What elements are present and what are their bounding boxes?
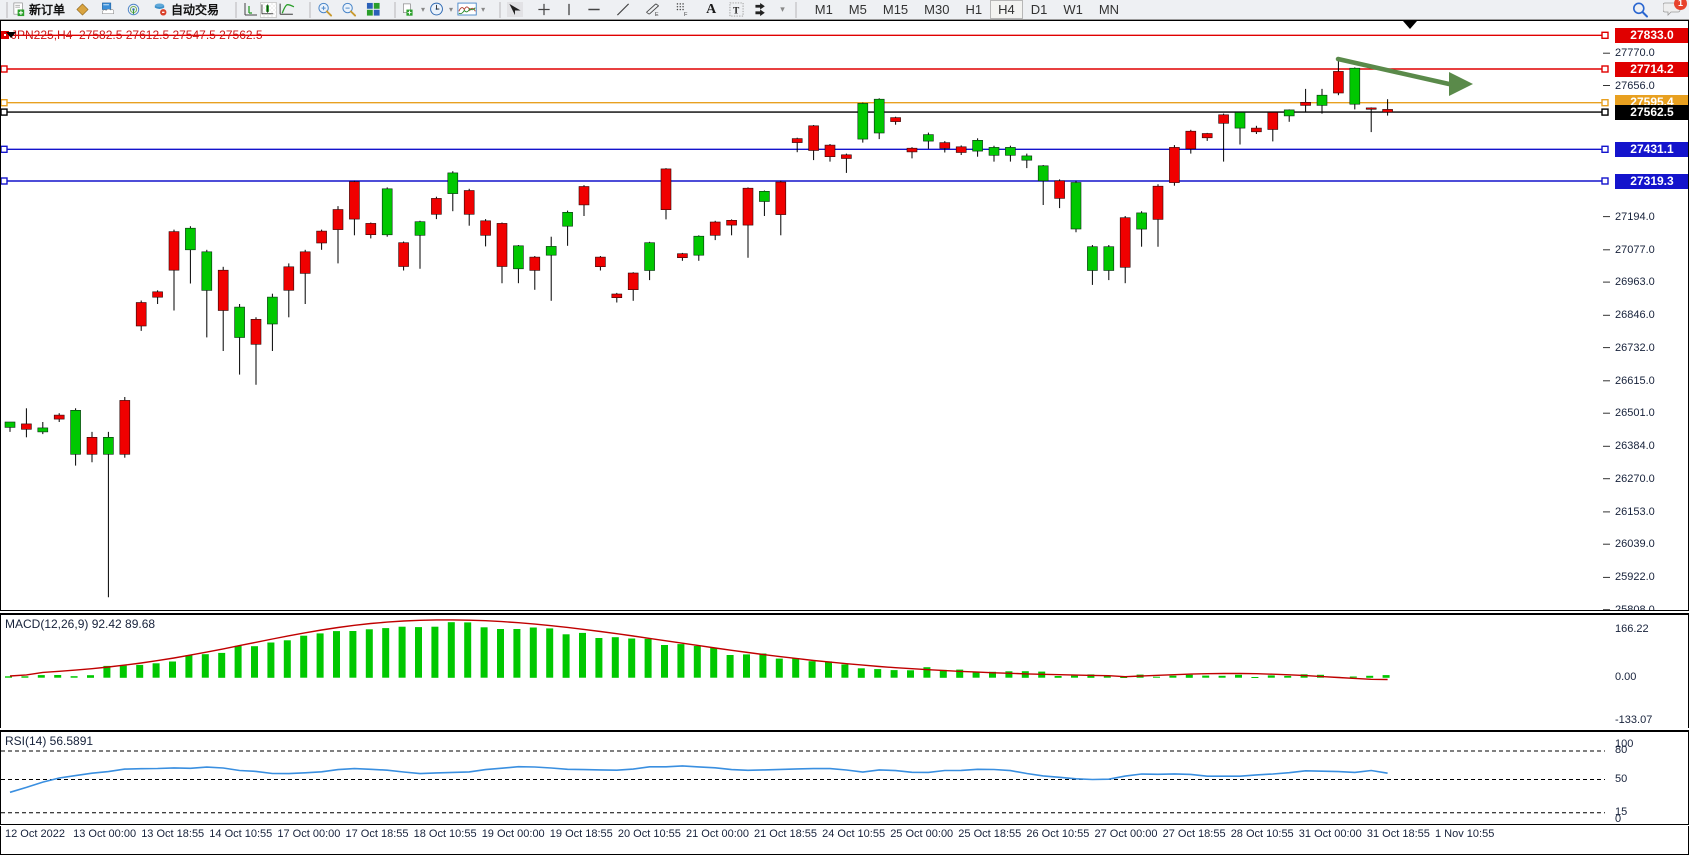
svg-text:F: F bbox=[684, 12, 688, 17]
svg-text:T: T bbox=[733, 7, 740, 17]
svg-text:E: E bbox=[655, 12, 659, 17]
